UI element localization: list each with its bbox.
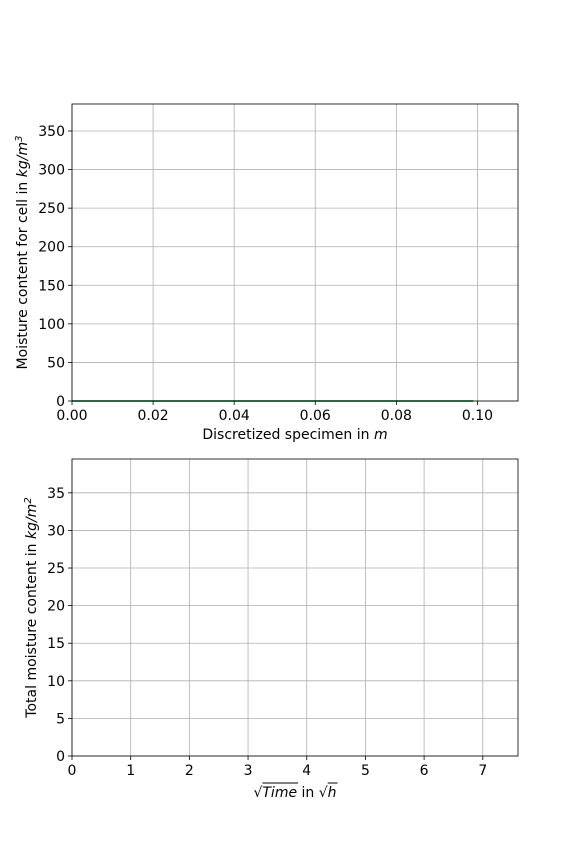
x-tick-label: 7 bbox=[478, 763, 487, 779]
x-tick-label: 2 bbox=[185, 763, 194, 779]
plot-frame bbox=[71, 103, 519, 402]
y-tick-label: 300 bbox=[38, 163, 65, 179]
x-tick-label: 0.04 bbox=[219, 408, 250, 424]
y-tick-label: 100 bbox=[38, 317, 65, 333]
y-tick-label: 15 bbox=[47, 636, 65, 652]
x-tick-label: 3 bbox=[244, 763, 253, 779]
x-axis-label: √Time in √h bbox=[253, 782, 338, 801]
y-tick-label: 30 bbox=[47, 523, 65, 539]
y-tick-label: 20 bbox=[47, 599, 65, 615]
x-tick-label: 1 bbox=[126, 763, 135, 779]
x-tick-label: 0.08 bbox=[381, 408, 412, 424]
x-tick-label: 4 bbox=[302, 763, 311, 779]
plot-frame bbox=[71, 458, 519, 757]
y-axis-label: Moisture content for cell in kg/m3 bbox=[14, 136, 32, 370]
y-tick-label: 50 bbox=[47, 355, 65, 371]
y-tick-label: 35 bbox=[47, 486, 65, 502]
x-tick-label: 5 bbox=[361, 763, 370, 779]
y-tick-label: 350 bbox=[38, 124, 65, 140]
x-tick-label: 0.10 bbox=[462, 408, 493, 424]
y-tick-label: 0 bbox=[56, 749, 65, 765]
y-tick-label: 25 bbox=[47, 561, 65, 577]
x-tick-label: 6 bbox=[420, 763, 429, 779]
x-tick-label: 0 bbox=[68, 763, 77, 779]
y-tick-label: 150 bbox=[38, 278, 65, 294]
y-tick-label: 0 bbox=[56, 394, 65, 410]
x-tick-label: 0.06 bbox=[300, 408, 331, 424]
total-moisture-chart: 0 1 2 3 4 5 6 7 0 5 10 15 20 25 30 35 Total moisture con… bbox=[23, 458, 519, 801]
x-axis-label: Discretized specimen in m bbox=[202, 427, 387, 443]
moisture-per-cell-chart: 0.00 0.02 0.04 0.06 0.08 0.10 0 50 100 150 200 250 3… bbox=[14, 103, 519, 443]
svg-text:√Time in √h: √Time in √h bbox=[253, 785, 336, 801]
x-tick-label: 0.02 bbox=[138, 408, 169, 424]
y-axis-label: Total moisture content in kg/m2 bbox=[23, 497, 41, 718]
y-tick-label: 10 bbox=[47, 674, 65, 690]
x-tick-label: 0.00 bbox=[56, 408, 87, 424]
y-tick-label: 200 bbox=[38, 240, 65, 256]
y-tick-label: 250 bbox=[38, 201, 65, 217]
y-tick-label: 5 bbox=[56, 711, 65, 727]
